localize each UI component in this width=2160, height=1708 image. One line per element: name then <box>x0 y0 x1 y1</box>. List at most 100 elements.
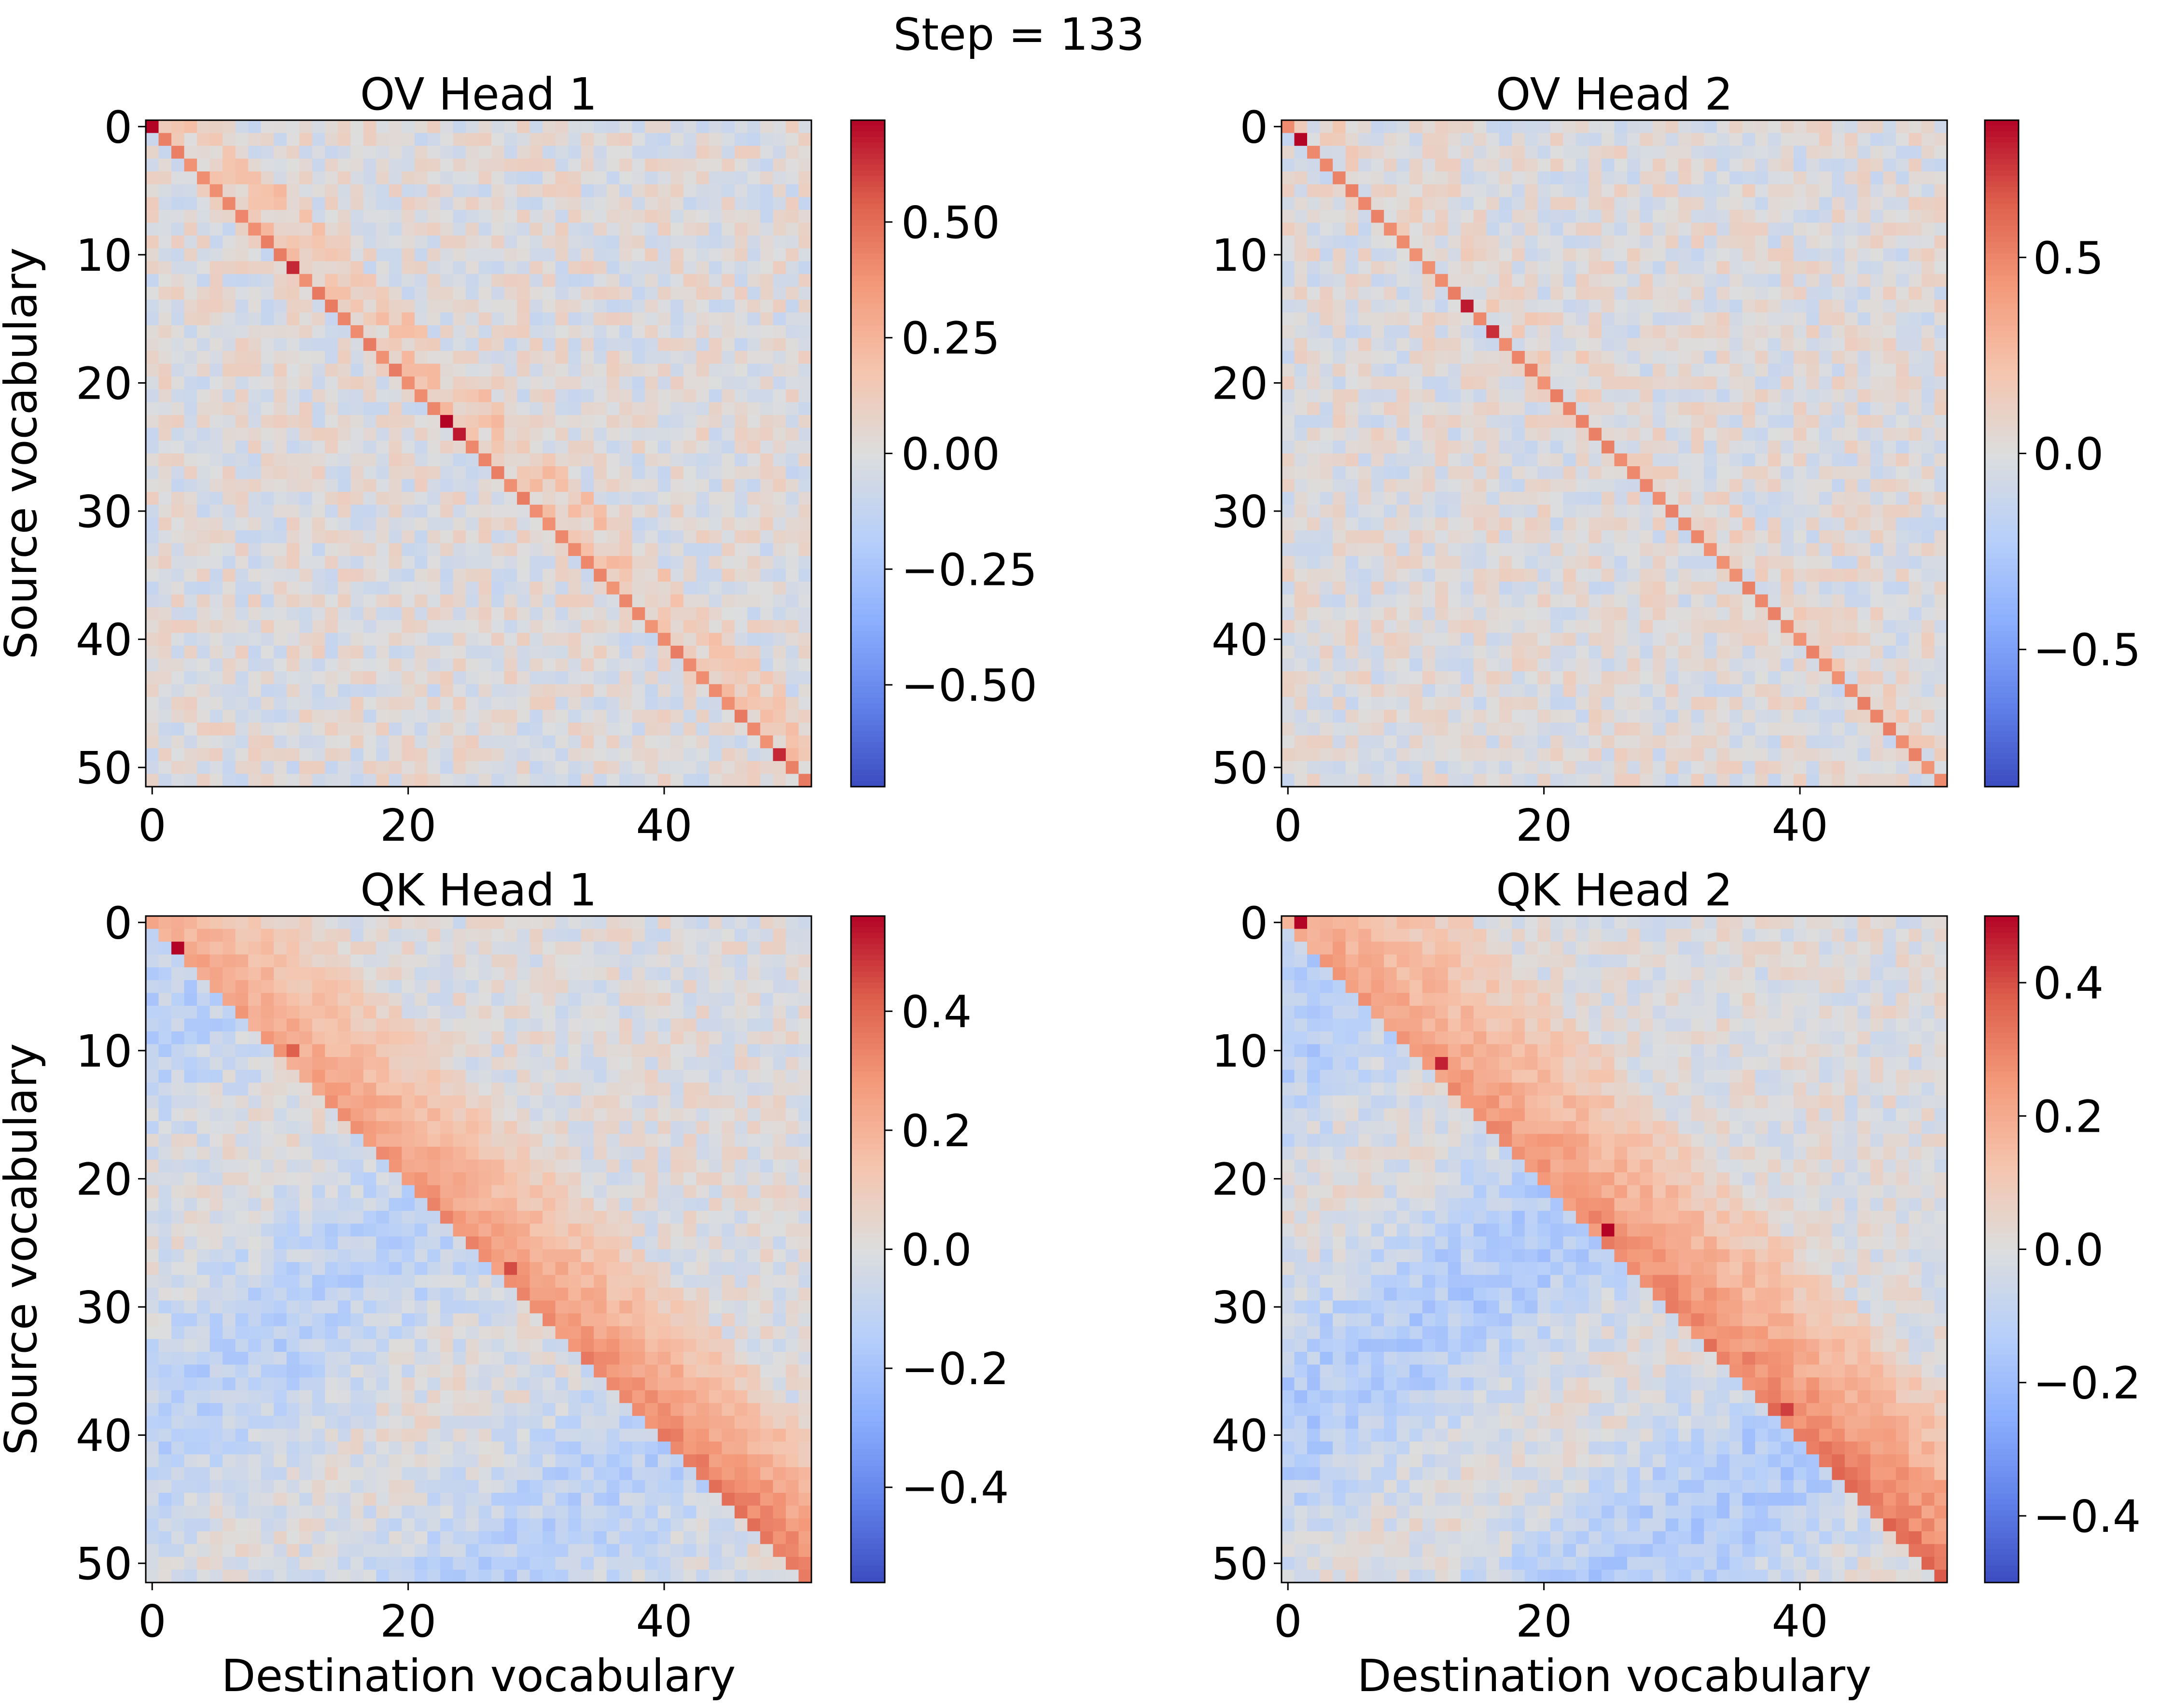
heatmap-cell <box>1422 582 1435 595</box>
heatmap-cell <box>1601 633 1615 646</box>
heatmap-cell <box>632 620 645 633</box>
heatmap-cell <box>1909 209 1922 223</box>
heatmap-cell <box>581 146 594 159</box>
heatmap-cell <box>722 709 735 723</box>
heatmap-cell <box>171 351 185 364</box>
heatmap-cell <box>235 684 249 697</box>
heatmap-cell <box>1921 428 1935 441</box>
heatmap-cell <box>619 517 633 531</box>
heatmap-cell <box>261 363 274 377</box>
heatmap-cell <box>1333 415 1346 428</box>
heatmap-cell <box>722 133 735 146</box>
heatmap-cell <box>1806 261 1820 275</box>
heatmap-cell <box>581 440 594 454</box>
heatmap-cell <box>184 543 197 556</box>
heatmap-cell <box>1665 363 1679 377</box>
heatmap-cell <box>683 312 697 326</box>
heatmap-cell <box>478 671 492 685</box>
heatmap-cell <box>1307 197 1321 210</box>
heatmap-cell <box>1512 620 1525 633</box>
heatmap-cell <box>299 658 313 672</box>
heatmap-cell <box>1435 209 1449 223</box>
heatmap-cell <box>722 555 735 569</box>
heatmap-cell <box>1473 287 1487 300</box>
heatmap-cell <box>1665 569 1679 582</box>
heatmap-cell <box>1550 633 1564 646</box>
heatmap-cell <box>1716 261 1730 275</box>
heatmap-cell <box>1729 555 1743 569</box>
heatmap-cell <box>581 197 594 210</box>
heatmap-cell <box>1448 338 1461 351</box>
heatmap-cell <box>555 504 569 518</box>
heatmap-cell <box>299 184 313 197</box>
heatmap-cell <box>1806 236 1820 249</box>
heatmap-cell <box>248 453 262 467</box>
heatmap-cell <box>312 197 325 210</box>
heatmap-cell <box>645 325 658 339</box>
heatmap-cell <box>402 415 415 428</box>
heatmap-cell <box>530 709 543 723</box>
heatmap-cell <box>1653 351 1666 364</box>
heatmap-cell <box>1870 440 1883 454</box>
heatmap-cell <box>350 774 364 787</box>
heatmap-cell <box>286 543 300 556</box>
heatmap-cell <box>325 722 338 736</box>
heatmap-cell <box>427 543 441 556</box>
heatmap-cell <box>1282 274 1295 287</box>
heatmap-cell <box>709 709 722 723</box>
heatmap-cell <box>1512 453 1525 467</box>
heatmap-cell <box>543 209 556 223</box>
heatmap-cell <box>734 312 748 326</box>
heatmap-cell <box>402 530 415 544</box>
colorbar-segment <box>851 470 885 476</box>
heatmap-cell <box>312 645 325 659</box>
heatmap-cell <box>1320 492 1333 505</box>
heatmap-cell <box>1371 633 1384 646</box>
heatmap-cell <box>261 312 274 326</box>
heatmap-cell <box>1524 607 1538 621</box>
heatmap-cell <box>453 555 466 569</box>
heatmap-cell <box>1704 582 1717 595</box>
heatmap-cell <box>1307 543 1321 556</box>
heatmap-cell <box>1601 453 1615 467</box>
heatmap-cell <box>1742 594 1756 608</box>
heatmap-cell <box>1844 376 1858 390</box>
heatmap-cell <box>389 492 402 505</box>
heatmap-cell <box>1384 274 1397 287</box>
heatmap-cell <box>1716 158 1730 172</box>
heatmap-cell <box>376 748 390 762</box>
heatmap-cell <box>1524 620 1538 633</box>
heatmap-cell <box>1691 582 1704 595</box>
heatmap-cell <box>581 645 594 659</box>
heatmap-cell <box>1806 363 1820 377</box>
heatmap-cell <box>171 146 185 159</box>
heatmap-cell <box>1653 466 1666 480</box>
heatmap-cell <box>1716 184 1730 197</box>
heatmap-cell <box>1755 146 1769 159</box>
heatmap-cell <box>1333 261 1346 275</box>
heatmap-cell <box>1921 376 1935 390</box>
heatmap-cell <box>337 453 351 467</box>
heatmap-cell <box>1934 376 1948 390</box>
heatmap-cell <box>440 171 454 185</box>
heatmap-cell <box>1575 222 1589 236</box>
heatmap-cell <box>389 555 402 569</box>
heatmap-cell <box>657 492 671 505</box>
heatmap-cell <box>1320 620 1333 633</box>
heatmap-cell <box>645 453 658 467</box>
heatmap-cell <box>773 209 786 223</box>
heatmap-cell <box>722 120 735 134</box>
heatmap-cell <box>1665 376 1679 390</box>
heatmap-cell <box>581 236 594 249</box>
heatmap-cell <box>1422 633 1435 646</box>
heatmap-cell <box>197 197 210 210</box>
heatmap-cell <box>1844 312 1858 326</box>
heatmap-cell <box>414 209 428 223</box>
heatmap-cell <box>465 709 479 723</box>
heatmap-cell <box>197 735 210 749</box>
heatmap-cell <box>568 517 582 531</box>
heatmap-cell <box>248 620 262 633</box>
heatmap-cell <box>760 440 774 454</box>
heatmap-cell <box>1614 440 1628 454</box>
heatmap-cells <box>1282 120 1948 787</box>
